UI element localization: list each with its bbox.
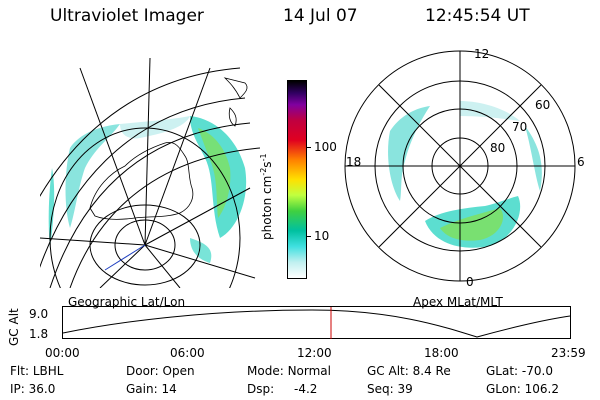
info-mode: Mode: Normal <box>247 364 331 378</box>
mlt-label-12: 12 <box>474 47 490 61</box>
altitude-ylabel: GC Alt <box>7 308 21 346</box>
info-glon: GLon: 106.2 <box>486 382 559 396</box>
lat-label-70: 70 <box>512 120 528 134</box>
image-date: 14 Jul 07 <box>283 6 358 26</box>
altitude-ytick-max: 9.0 <box>29 307 49 321</box>
mlt-label-0: 0 <box>466 275 474 289</box>
lat-label-80: 80 <box>490 141 506 155</box>
info-dsp: Dsp: -4.2 <box>247 382 318 396</box>
colorbar-tick-10 <box>306 236 311 237</box>
image-time: 12:45:54 UT <box>425 6 530 26</box>
instrument-title: Ultraviolet Imager <box>50 6 204 26</box>
colorbar-label: photon cm-2s-1 <box>259 153 274 240</box>
mlt-label-18: 18 <box>346 155 362 169</box>
apex-caption: Apex MLat/MLT <box>413 295 503 309</box>
altitude-strip-chart <box>62 306 571 339</box>
info-gain: Gain: 14 <box>126 382 177 396</box>
altitude-xtick-1800: 18:00 <box>424 346 459 360</box>
colorbar-tick-label-10: 10 <box>314 229 330 243</box>
aurora-emission-left <box>48 116 247 263</box>
altitude-xtick-0000: 00:00 <box>45 346 80 360</box>
info-glat: GLat: -70.0 <box>486 364 553 378</box>
altitude-ytick-min: 1.8 <box>29 327 49 341</box>
geographic-map <box>40 57 260 288</box>
lat-label-60: 60 <box>535 98 551 112</box>
info-door: Door: Open <box>126 364 195 378</box>
altitude-xtick-1200: 12:00 <box>297 346 332 360</box>
mlt-label-6: 6 <box>577 155 585 169</box>
altitude-xtick-0600: 06:00 <box>170 346 205 360</box>
info-ip: IP: 36.0 <box>10 382 56 396</box>
altitude-xtick-2359: 23:59 <box>551 346 586 360</box>
colorbar-tick-label-100: 100 <box>314 140 337 154</box>
info-filter: Flt: LBHL <box>10 364 64 378</box>
info-gc-alt: GC Alt: 8.4 Re <box>367 364 451 378</box>
colorbar-tick-100 <box>306 147 311 148</box>
apex-polar-plot <box>344 50 576 282</box>
info-seq: Seq: 39 <box>367 382 413 396</box>
colorbar <box>287 80 307 279</box>
geographic-caption: Geographic Lat/Lon <box>68 295 186 309</box>
